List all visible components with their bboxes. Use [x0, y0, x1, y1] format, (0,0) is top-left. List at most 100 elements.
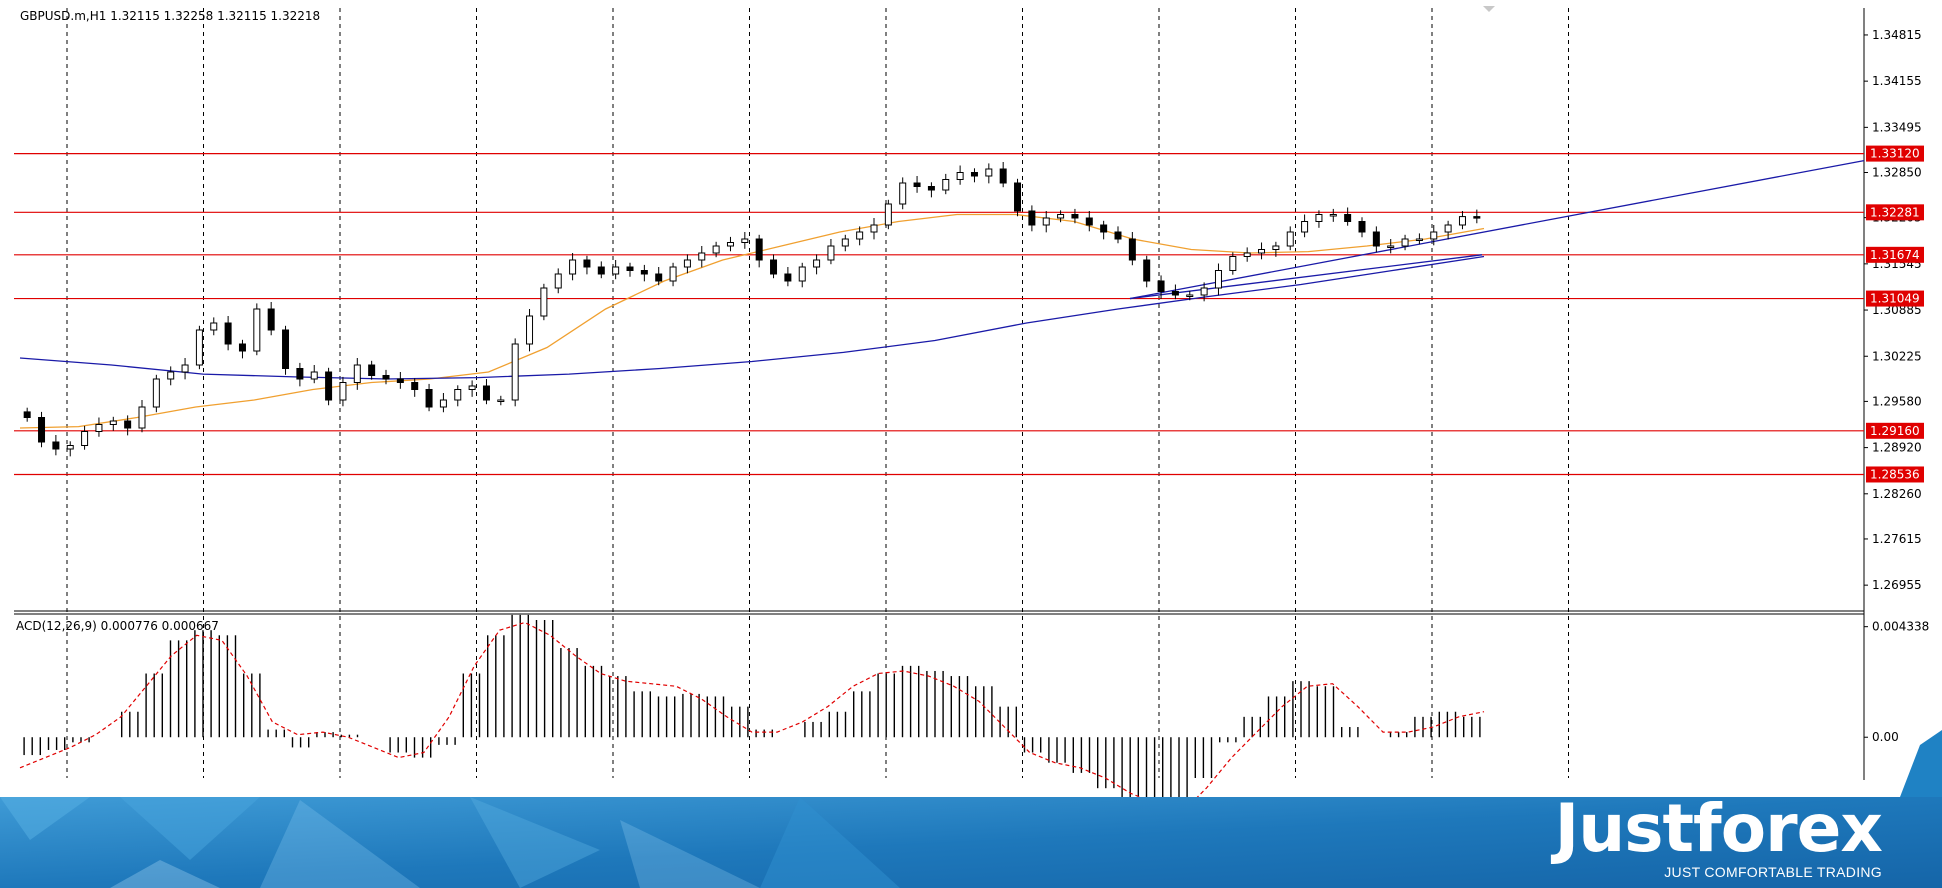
candle-body — [38, 417, 46, 443]
chart-shift-marker-icon[interactable] — [1483, 6, 1495, 12]
candle-body — [454, 389, 462, 401]
candle-body — [1272, 245, 1280, 250]
candle-body — [870, 224, 878, 233]
acd-histogram — [23, 614, 1481, 809]
level-badge-label: 1.28536 — [1870, 467, 1920, 481]
candle-body — [612, 266, 620, 275]
level-badge-label: 1.29160 — [1870, 424, 1920, 438]
candle-body — [368, 364, 376, 376]
candle-body — [526, 315, 534, 345]
candle-body — [884, 203, 892, 226]
candle-body — [813, 259, 821, 268]
candle-body — [1214, 270, 1222, 289]
candle-body — [253, 308, 261, 352]
candle-body — [339, 382, 347, 401]
level-badge — [1866, 204, 1924, 221]
level-badge-label: 1.31674 — [1870, 248, 1920, 262]
candle-body — [1243, 252, 1251, 257]
moving-average-line — [19, 255, 1485, 380]
acd-signal-line — [19, 621, 1485, 815]
candle-body — [683, 259, 691, 268]
price-tick-label: 1.34815 — [1872, 28, 1922, 42]
candle-body — [1071, 214, 1079, 219]
indicator-axis: 0.004338 0.00 — [1864, 620, 1929, 744]
level-badge — [1866, 290, 1924, 307]
candle-body — [1200, 287, 1208, 296]
level-badge — [1866, 466, 1924, 483]
candle-body — [597, 266, 605, 275]
price-tick-label: 1.28920 — [1872, 441, 1922, 455]
candle-body — [798, 266, 806, 282]
candle-body — [439, 399, 447, 408]
candle-body — [1143, 259, 1151, 282]
price-tick-label: 1.34155 — [1872, 74, 1922, 88]
price-tick-label: 1.29580 — [1872, 394, 1922, 408]
level-price-badges: 1.33120 1.32281 1.31674 1.31049 1.29160 1.285… — [1866, 145, 1924, 483]
brand-tagline: JUST COMFORTABLE TRADING — [1664, 864, 1882, 880]
candle-body — [841, 238, 849, 247]
candle-body — [1458, 216, 1466, 226]
candles — [23, 162, 1481, 457]
candle-body — [238, 343, 246, 352]
candle-body — [927, 186, 935, 191]
candle-body — [1128, 238, 1136, 261]
candle-body — [913, 182, 921, 187]
candle-body — [411, 382, 419, 390]
candle-body — [1114, 231, 1122, 240]
candle-body — [1286, 231, 1294, 247]
candle-body — [425, 389, 433, 408]
price-tick-label: 1.27615 — [1872, 532, 1922, 546]
candle-body — [999, 168, 1007, 184]
candle-body — [138, 406, 146, 429]
candle-body — [741, 238, 749, 243]
candle-body — [1344, 214, 1352, 222]
candle-body — [970, 172, 978, 177]
candle-body — [856, 231, 864, 240]
moving-average-line — [19, 213, 1485, 429]
candle-body — [1042, 217, 1050, 226]
candle-body — [181, 364, 189, 373]
brand-banner — [0, 730, 1942, 888]
candle-body — [669, 266, 677, 282]
price-tick-label: 1.30225 — [1872, 349, 1922, 363]
horizontal-levels — [14, 153, 1864, 476]
candle-body — [325, 371, 333, 401]
level-badge-label: 1.32281 — [1870, 205, 1920, 219]
candle-body — [81, 431, 89, 446]
candle-body — [296, 368, 304, 380]
candle-body — [1229, 256, 1237, 271]
candle-body — [224, 322, 232, 345]
candle-body — [497, 399, 505, 402]
candle-body — [1085, 217, 1093, 226]
candle-body — [1014, 182, 1022, 212]
indicator-header: ACD(12,26,9) 0.000776 0.000667 — [16, 619, 219, 633]
candle-body — [95, 424, 103, 432]
candle-body — [396, 378, 404, 383]
price-tick-label: 1.28260 — [1872, 487, 1922, 501]
indicator-tick-label: 0.00 — [1872, 730, 1899, 744]
candle-body — [282, 329, 290, 369]
candle-body — [310, 371, 318, 380]
price-tick-label: 1.32850 — [1872, 166, 1922, 180]
candle-body — [353, 364, 361, 383]
candle-body — [655, 273, 663, 282]
level-badge — [1866, 422, 1924, 439]
candle-body — [1315, 214, 1323, 222]
candle-body — [1100, 224, 1108, 233]
candle-body — [640, 270, 648, 275]
price-tick-label: 1.33495 — [1872, 120, 1922, 134]
candle-body — [167, 371, 175, 380]
candle-body — [1028, 210, 1036, 226]
candle-body — [784, 273, 792, 282]
candle-body — [210, 322, 218, 331]
candle-body — [1301, 221, 1309, 233]
candle-body — [1372, 231, 1380, 247]
candle-body — [109, 420, 117, 425]
candle-body — [985, 168, 993, 177]
candle-body — [195, 329, 203, 366]
candle-body — [152, 378, 160, 408]
candle-body — [267, 308, 275, 331]
candle-body — [1473, 216, 1481, 219]
candle-body — [540, 287, 548, 317]
